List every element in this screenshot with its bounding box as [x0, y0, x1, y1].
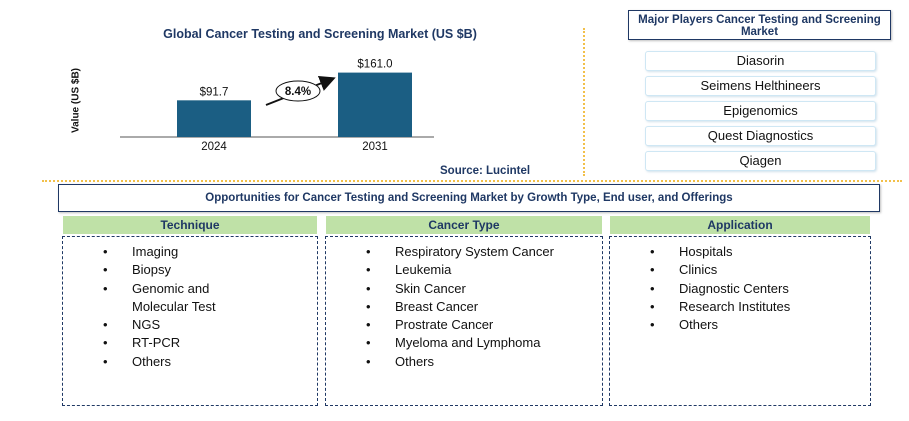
list-item: Prostrate Cancer — [366, 316, 570, 335]
application-list-box: Hospitals Clinics Diagnostic Centers Res… — [609, 236, 871, 406]
opportunities-title: Opportunities for Cancer Testing and Scr… — [58, 184, 880, 212]
x-tick-label: 2031 — [362, 141, 388, 153]
player-item: Seimens Helthineers — [645, 76, 876, 96]
list-item: NGS — [103, 316, 262, 335]
cagr-label: 8.4% — [285, 86, 311, 98]
list-item: Biopsy — [103, 261, 262, 280]
player-item: Qiagen — [645, 151, 876, 171]
list-item: Hospitals — [650, 243, 859, 262]
player-item: Epigenomics — [645, 101, 876, 121]
list-item: Others — [103, 353, 262, 372]
source-label: Source: Lucintel — [440, 165, 531, 177]
technique-list: Imaging Biopsy Genomic and Molecular Tes… — [103, 243, 262, 372]
column-heading-cancer-type: Cancer Type — [326, 216, 602, 234]
x-tick-label: 2024 — [201, 141, 227, 153]
list-item: Clinics — [650, 261, 859, 280]
bar-2024 — [177, 100, 251, 137]
list-item: Others — [650, 316, 859, 335]
list-item: Leukemia — [366, 261, 570, 280]
cancer-type-list-box: Respiratory System Cancer Leukemia Skin … — [325, 236, 603, 406]
bar-2031 — [338, 72, 412, 137]
column-heading-technique: Technique — [63, 216, 317, 234]
list-item: Myeloma and Lymphoma — [366, 334, 570, 353]
bar-value-label: $91.7 — [200, 86, 229, 98]
players-title: Major Players Cancer Testing and Screeni… — [628, 10, 891, 40]
list-item: Diagnostic Centers — [650, 280, 859, 299]
list-item: Breast Cancer — [366, 298, 570, 317]
vertical-divider — [583, 28, 585, 176]
bar-value-label: $161.0 — [357, 59, 392, 71]
horizontal-divider — [42, 180, 902, 182]
list-item: Genomic and Molecular Test — [103, 280, 262, 317]
technique-list-box: Imaging Biopsy Genomic and Molecular Tes… — [62, 236, 318, 406]
cropped-top-text — [0, 0, 320, 4]
cancer-type-list: Respiratory System Cancer Leukemia Skin … — [366, 243, 570, 372]
cagr-badge — [275, 80, 321, 102]
list-item: RT-PCR — [103, 334, 262, 353]
list-item: Skin Cancer — [366, 280, 570, 299]
list-item: Research Institutes — [650, 298, 859, 317]
player-item: Quest Diagnostics — [645, 126, 876, 146]
list-item: Imaging — [103, 243, 262, 262]
list-item: Respiratory System Cancer — [366, 243, 570, 262]
column-heading-application: Application — [610, 216, 870, 234]
player-item: Diasorin — [645, 51, 876, 71]
y-axis-label: Value (US $B) — [70, 67, 82, 134]
bar-chart: $91.7 2024 $161.0 2031 8.4% — [120, 59, 434, 153]
application-list: Hospitals Clinics Diagnostic Centers Res… — [650, 243, 859, 335]
list-item: Others — [366, 353, 570, 372]
chart-title: Global Cancer Testing and Screening Mark… — [163, 27, 477, 41]
